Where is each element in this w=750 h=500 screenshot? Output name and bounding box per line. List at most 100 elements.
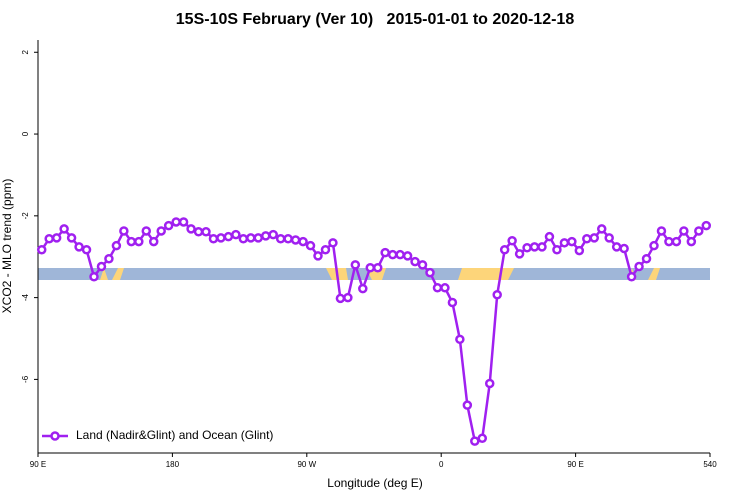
data-point (574, 245, 585, 256)
y-tick-label: 0 (21, 131, 30, 136)
data-point (499, 245, 510, 255)
land-band (100, 268, 108, 280)
data-point (201, 227, 211, 237)
data-point (372, 263, 383, 273)
x-tick-label: 0 (439, 460, 444, 469)
data-point (455, 334, 465, 345)
data-point (231, 229, 241, 240)
data-point (260, 231, 271, 241)
data-point (178, 217, 189, 227)
data-point (36, 245, 47, 255)
y-tick-label: -2 (21, 212, 30, 220)
data-point (163, 220, 174, 231)
data-point (246, 233, 256, 243)
data-point (529, 242, 540, 252)
data-point (537, 242, 547, 252)
x-tick-label: 90 W (297, 460, 316, 469)
data-point (507, 236, 517, 246)
data-point (238, 233, 249, 244)
data-point (604, 233, 614, 243)
data-point (477, 433, 488, 444)
data-point (559, 238, 570, 248)
data-point (216, 233, 226, 243)
data-point (193, 227, 204, 237)
data-point (567, 236, 577, 247)
legend-marker (50, 431, 60, 441)
data-point (462, 400, 473, 410)
land-band (112, 268, 124, 280)
land-band (648, 268, 660, 280)
data-point (74, 242, 84, 252)
data-point (634, 261, 644, 272)
data-point (350, 260, 361, 270)
data-point (134, 236, 144, 247)
data-point (104, 254, 114, 264)
data-point (432, 283, 443, 293)
x-axis-label: Longitude (deg E) (327, 476, 422, 490)
data-point (126, 236, 137, 247)
legend-label: Land (Nadir&Glint) and Ocean (Glint) (76, 428, 273, 442)
data-point (492, 290, 502, 300)
data-point (44, 233, 54, 244)
data-point (111, 240, 122, 251)
data-point (283, 233, 293, 244)
data-point (664, 236, 674, 247)
data-point (81, 245, 92, 255)
data-point (701, 220, 712, 231)
data-point (66, 233, 77, 243)
data-point (380, 247, 390, 258)
y-axis-label: XCO2 - MLO trend (ppm) (0, 179, 14, 314)
data-point (96, 261, 107, 272)
data-point (208, 233, 219, 244)
data-point (596, 224, 607, 234)
data-point (171, 217, 181, 227)
data-point (268, 229, 278, 240)
data-point (402, 251, 413, 261)
data-point (148, 236, 159, 247)
x-tick-label: 540 (703, 460, 717, 469)
data-point (417, 260, 428, 270)
data-point (440, 283, 450, 293)
data-point (626, 272, 637, 282)
data-point (59, 224, 69, 234)
data-point (253, 233, 264, 243)
x-tick-label: 90 E (30, 460, 46, 469)
data-point (447, 297, 458, 308)
y-tick-label: -6 (21, 375, 30, 383)
data-point (611, 242, 622, 252)
data-point (552, 245, 562, 255)
chart-title: 15S-10S February (Ver 10) 2015-01-01 to … (176, 11, 575, 28)
data-point (89, 272, 99, 282)
x-tick-label: 180 (166, 460, 180, 469)
data-point (544, 231, 555, 242)
data-point (671, 236, 682, 247)
data-point (328, 238, 338, 248)
data-point (275, 233, 286, 244)
data-point (387, 249, 398, 260)
data-point (641, 254, 652, 264)
data-point (141, 226, 152, 236)
data-point (649, 240, 659, 251)
land-band (458, 268, 514, 280)
data-point (186, 224, 196, 234)
data-point (484, 378, 495, 389)
data-point (470, 436, 480, 446)
data-point (290, 235, 301, 245)
data-point (686, 236, 697, 247)
x-tick-label: 90 E (567, 460, 583, 469)
data-point (694, 226, 704, 236)
data-point (51, 233, 62, 243)
data-point (619, 243, 629, 254)
data-point (343, 292, 353, 303)
data-point (320, 245, 331, 255)
y-tick-label: 2 (21, 49, 30, 54)
data-point (223, 231, 234, 242)
data-point (410, 256, 420, 267)
data-point (514, 249, 525, 259)
data-point (298, 236, 308, 247)
data-point (335, 293, 346, 304)
data-point (365, 263, 376, 273)
data-point (305, 240, 316, 251)
data-point (656, 226, 667, 236)
data-point (582, 233, 592, 244)
